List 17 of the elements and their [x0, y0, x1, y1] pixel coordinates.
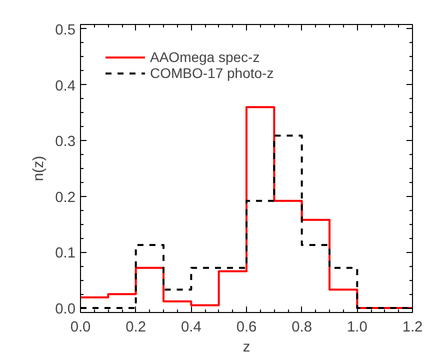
x-tick-label: 0.8: [292, 320, 312, 336]
x-tick-label: 0.4: [180, 320, 202, 336]
y-tick-label: 0.4: [55, 78, 76, 94]
y-tick-label: 0.0: [55, 302, 76, 318]
y-tick-label: 0.1: [55, 246, 76, 262]
x-axis-title: z: [242, 340, 250, 356]
x-tick-label: 0.2: [126, 320, 146, 336]
x-tick-label: 1.2: [402, 320, 423, 336]
x-tick-label: 1.0: [346, 320, 368, 336]
legend-label: COMBO-17 photo-z: [150, 65, 274, 81]
y-tick-label: 0.3: [55, 134, 76, 150]
y-tick-label: 0.2: [55, 190, 76, 206]
x-tick-label: 0.0: [70, 320, 91, 336]
legend-label: AAOmega spec-z: [150, 49, 260, 65]
y-axis-title: n(z): [31, 156, 48, 182]
y-tick-label: 0.5: [55, 22, 76, 38]
x-tick-label: 0.6: [236, 320, 257, 336]
